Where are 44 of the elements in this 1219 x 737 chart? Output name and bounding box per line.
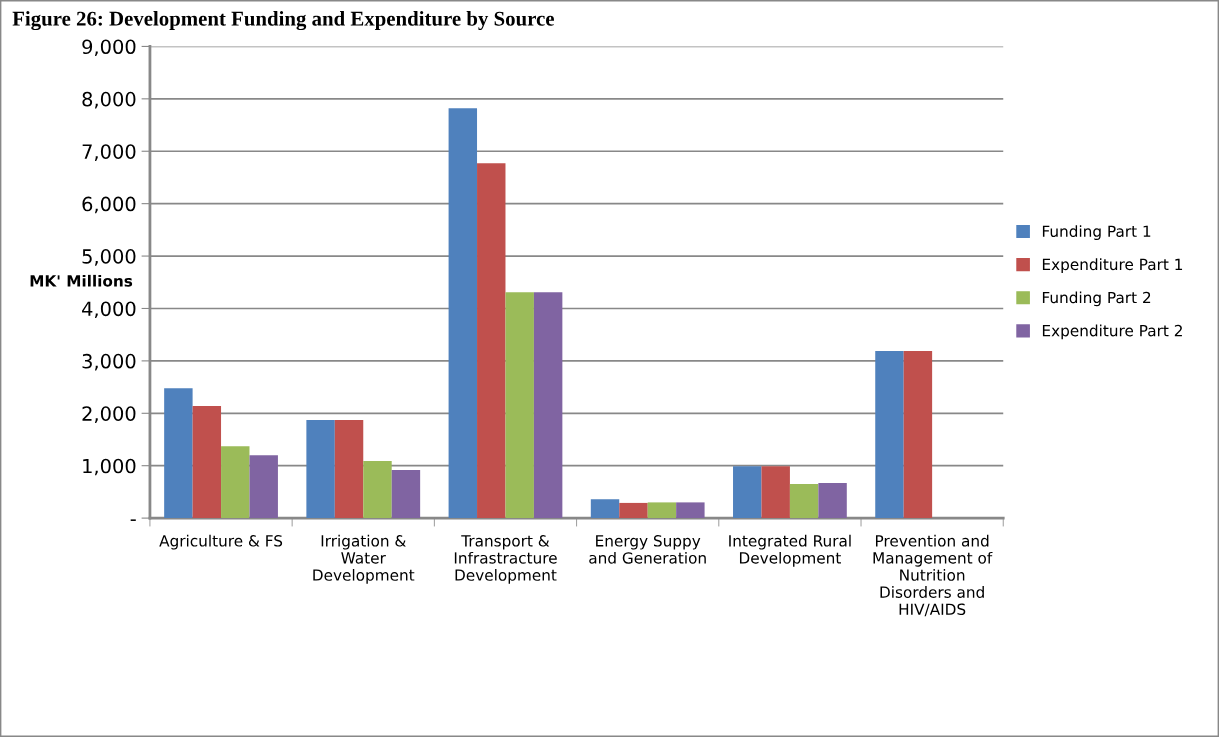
bar <box>192 405 222 519</box>
bar <box>647 502 677 519</box>
x-tick-label: Irrigation & Water Development <box>313 534 415 584</box>
legend-label: Expenditure Part 1 <box>1042 258 1183 274</box>
bar <box>391 469 421 519</box>
bar <box>590 499 620 519</box>
y-tick-label: 5,000 <box>82 249 136 266</box>
y-tick-label: 2,000 <box>82 406 136 423</box>
bar <box>363 460 392 519</box>
y-tick-label: 6,000 <box>82 196 136 214</box>
bar <box>903 350 933 519</box>
bar <box>249 455 278 519</box>
bar <box>334 420 364 519</box>
bar <box>477 163 506 519</box>
y-tick-label: 4,000 <box>82 301 136 319</box>
chart-title: Figure 26: Development Funding and Expenditure by Source <box>12 11 554 31</box>
legend-label: Expenditure Part 2 <box>1042 324 1182 340</box>
bar <box>676 502 705 519</box>
x-tick-label: Integrated Rural Development <box>729 534 851 567</box>
x-tick-label: Energy Suppy and Generation <box>589 535 706 564</box>
legend-label: Funding Part 2 <box>1042 291 1151 307</box>
x-tick-label: Agriculture & FS <box>159 534 283 550</box>
y-axis-title: MK' Millions <box>30 274 133 287</box>
bar <box>533 292 563 519</box>
bar <box>818 483 847 519</box>
y-tick-label: 1,000 <box>83 458 136 476</box>
y-tick-label: 7,000 <box>82 144 136 161</box>
bar <box>733 466 762 519</box>
bar <box>789 484 819 519</box>
bar <box>761 466 790 519</box>
y-tick-label: 3,000 <box>82 353 136 371</box>
y-tick-label: 9,000 <box>82 39 136 57</box>
x-tick-label: Transport & Infrastracture Development <box>454 535 557 584</box>
bar <box>505 292 534 519</box>
bar <box>306 420 335 519</box>
bar <box>221 446 250 519</box>
bar <box>619 502 648 519</box>
bar <box>164 388 193 519</box>
bar <box>448 108 478 519</box>
y-tick-label: - <box>130 519 136 521</box>
legend-label: Funding Part 1 <box>1042 225 1151 240</box>
bar <box>875 350 904 519</box>
x-tick-label: Prevention and Management of Nutrition Disorders and HIV/AIDS <box>873 534 993 617</box>
y-tick-label: 8,000 <box>82 91 136 109</box>
